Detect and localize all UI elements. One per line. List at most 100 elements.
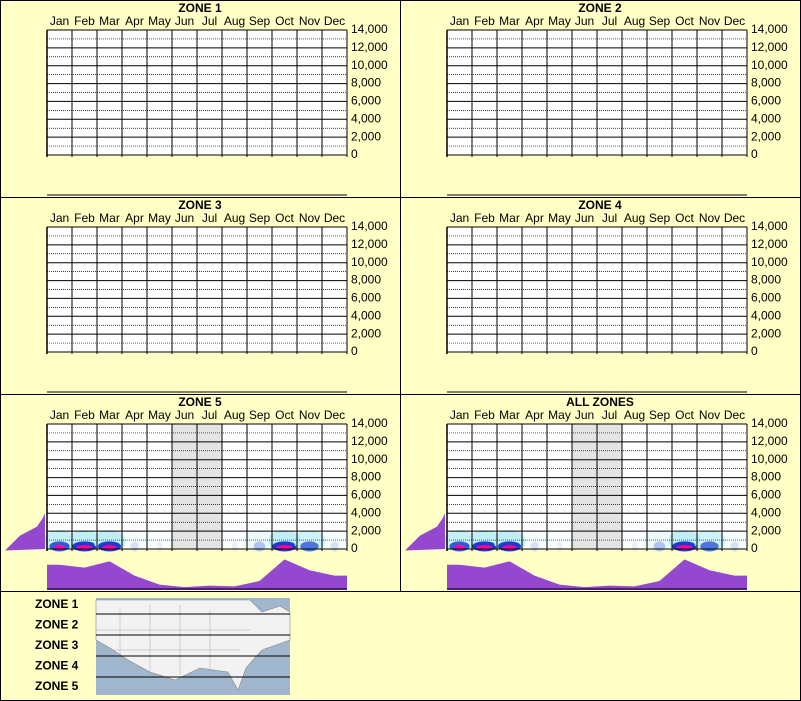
- x-tick-label: Dec: [324, 408, 345, 422]
- x-tick-label: Mar: [99, 211, 120, 225]
- x-tick-label: Jun: [175, 408, 194, 422]
- x-tick-label: May: [148, 14, 171, 28]
- chart-title: ALL ZONES: [566, 395, 634, 409]
- x-tick-label: Jun: [175, 14, 194, 28]
- y-tick-label: 6,000: [751, 488, 781, 502]
- x-tick-label: Jul: [202, 14, 217, 28]
- density-core: [631, 541, 638, 552]
- y-tick-label: 14,000: [351, 22, 388, 36]
- x-tick-label: Sep: [249, 211, 271, 225]
- y-tick-label: 8,000: [751, 273, 781, 287]
- x-tick-label: Apr: [525, 14, 544, 28]
- x-tick-label: Jun: [175, 211, 194, 225]
- x-tick-label: Jul: [602, 14, 617, 28]
- y-tick-label: 0: [351, 344, 358, 358]
- density-core: [330, 541, 339, 552]
- y-tick-label: 2,000: [351, 326, 381, 340]
- x-tick-label: Dec: [724, 211, 745, 225]
- x-tick-label: Oct: [275, 14, 294, 28]
- chart-title: ZONE 3: [178, 198, 222, 212]
- x-tick-label: Jul: [202, 211, 217, 225]
- y-tick-label: 8,000: [351, 76, 381, 90]
- y-tick-label: 4,000: [751, 505, 781, 519]
- x-tick-label: Aug: [624, 408, 645, 422]
- y-tick-label: 4,000: [351, 505, 381, 519]
- y-tick-label: 2,000: [351, 523, 381, 537]
- chart-title: ZONE 1: [178, 1, 222, 15]
- y-tick-label: 12,000: [751, 237, 788, 251]
- y-tick-label: 10,000: [751, 255, 788, 269]
- x-tick-label: Aug: [224, 14, 245, 28]
- x-tick-label: Oct: [275, 211, 294, 225]
- density-core: [156, 541, 163, 552]
- y-tick-label: 14,000: [351, 416, 388, 430]
- x-tick-label: Jan: [450, 408, 469, 422]
- x-tick-label: Nov: [699, 211, 720, 225]
- chart-title: ZONE 5: [178, 395, 222, 409]
- y-tick-label: 0: [351, 147, 358, 161]
- x-tick-label: Dec: [724, 408, 745, 422]
- y-tick-label: 2,000: [751, 326, 781, 340]
- x-tick-label: Feb: [74, 408, 95, 422]
- elevation-profile: [5, 513, 45, 551]
- x-tick-label: Mar: [499, 14, 520, 28]
- x-tick-label: Nov: [299, 211, 320, 225]
- x-tick-label: Jan: [450, 14, 469, 28]
- y-tick-label: 8,000: [351, 273, 381, 287]
- density-halo: [143, 529, 176, 552]
- zone-label: ZONE 1: [35, 597, 79, 611]
- x-tick-label: Dec: [324, 14, 345, 28]
- monthly-profile: [447, 559, 747, 590]
- density-halo: [643, 529, 676, 552]
- y-tick-label: 4,000: [751, 308, 781, 322]
- y-tick-label: 0: [751, 147, 758, 161]
- zone-map: [95, 598, 291, 695]
- density-core: [700, 541, 719, 552]
- y-tick-label: 8,000: [351, 470, 381, 484]
- y-tick-label: 14,000: [351, 219, 388, 233]
- x-tick-label: Oct: [675, 14, 694, 28]
- density-halo: [318, 529, 351, 552]
- density-core: [231, 541, 238, 552]
- x-tick-label: Mar: [499, 408, 520, 422]
- zone-label: ZONE 2: [35, 618, 79, 632]
- y-tick-label: 10,000: [351, 452, 388, 466]
- density-core: [530, 541, 539, 552]
- density-halo: [718, 529, 751, 552]
- x-tick-label: Sep: [249, 408, 271, 422]
- density-halo: [218, 529, 251, 552]
- x-tick-label: Sep: [649, 408, 671, 422]
- x-tick-label: Mar: [99, 408, 120, 422]
- y-tick-label: 12,000: [351, 40, 388, 54]
- density-halo: [618, 529, 651, 552]
- y-tick-label: 6,000: [351, 488, 381, 502]
- density-halo: [543, 529, 576, 552]
- x-tick-label: Jan: [50, 211, 69, 225]
- x-tick-label: Oct: [275, 408, 294, 422]
- y-tick-label: 2,000: [351, 129, 381, 143]
- density-halo: [518, 529, 551, 552]
- x-tick-label: Jan: [50, 408, 69, 422]
- x-tick-label: Jan: [450, 211, 469, 225]
- chart-title: ZONE 4: [578, 198, 622, 212]
- x-tick-label: Sep: [649, 14, 671, 28]
- x-tick-label: Apr: [125, 14, 144, 28]
- x-tick-label: Feb: [74, 211, 95, 225]
- x-tick-label: Apr: [525, 211, 544, 225]
- x-tick-label: Jun: [575, 408, 594, 422]
- no-data-month: [572, 424, 597, 549]
- y-tick-label: 0: [351, 541, 358, 555]
- x-tick-label: May: [548, 14, 571, 28]
- x-tick-label: Sep: [249, 14, 271, 28]
- x-tick-label: Nov: [699, 408, 720, 422]
- y-tick-label: 4,000: [351, 111, 381, 125]
- x-tick-label: Nov: [299, 14, 320, 28]
- density-core: [253, 541, 266, 552]
- x-tick-label: Jan: [50, 14, 69, 28]
- x-tick-label: Dec: [324, 211, 345, 225]
- y-tick-label: 14,000: [751, 22, 788, 36]
- x-tick-label: Aug: [224, 211, 245, 225]
- y-tick-label: 0: [751, 541, 758, 555]
- y-tick-label: 6,000: [351, 94, 381, 108]
